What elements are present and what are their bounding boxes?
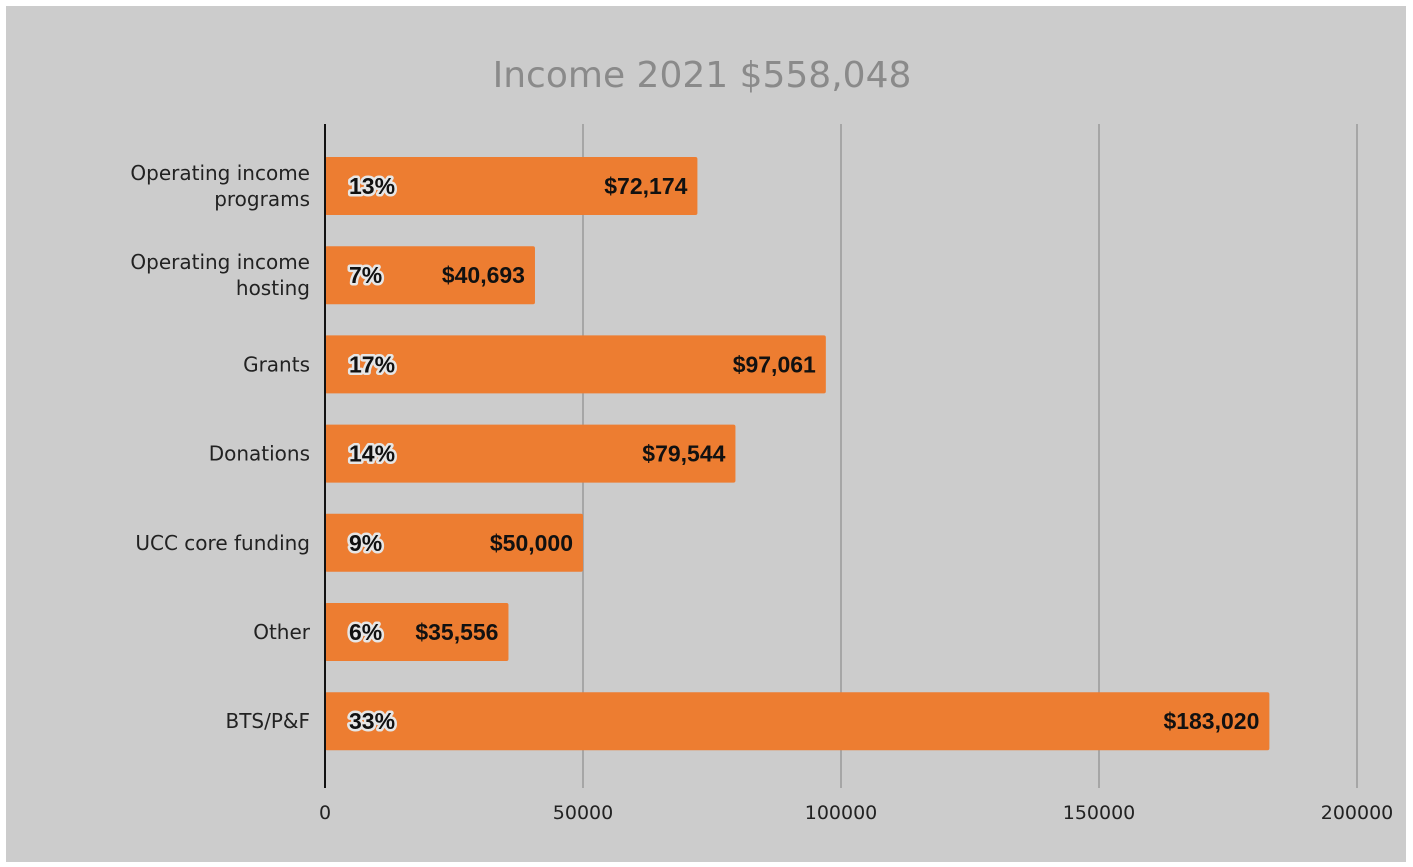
percent-label: 33% [349,708,395,734]
x-tick-label: 50000 [553,802,613,824]
category-label: Donations [209,442,310,466]
category-label: Operating income [130,250,310,274]
x-tick-label: 0 [319,802,331,824]
category-label: Operating income [130,161,310,185]
value-label: $97,061 [733,351,816,377]
percent-label: 6% [349,619,382,645]
percent-label: 9% [349,530,382,556]
bar [325,603,509,661]
bar [325,424,736,483]
value-label: $72,174 [604,173,687,199]
percent-label: 7% [349,262,382,288]
bar [325,157,698,215]
chart-title: Income 2021 $558,048 [493,55,912,96]
category-label: Other [253,620,311,644]
category-label: Grants [243,352,310,376]
category-label: UCC core funding [135,531,310,555]
category-label: programs [214,187,310,211]
bars [325,157,1270,751]
percent-label: 13% [349,173,395,199]
grid-lines [582,124,1358,788]
value-label: $50,000 [490,530,573,556]
value-label: $79,544 [642,441,725,467]
category-label: BTS/P&F [225,709,310,733]
value-label: $183,020 [1163,708,1259,734]
value-label: $40,693 [442,262,525,288]
x-tick-label: 150000 [1063,802,1136,824]
bar [325,246,535,305]
percent-label: 14% [349,441,395,467]
tick-labels: 0 50000 100000 150000 200000 [319,802,1393,824]
chart-container: Income 2021 $558,048 13% $72,174 7% $40,693… [6,6,1406,867]
bar [325,335,826,394]
x-tick-label: 100000 [805,802,878,824]
percent-label: 17% [349,351,395,377]
bar [325,513,583,572]
bar-chart: Income 2021 $558,048 13% $72,174 7% $40,693… [6,6,1406,862]
x-tick-label: 200000 [1321,802,1394,824]
value-label: $35,556 [415,619,498,645]
bar [325,692,1270,751]
data-labels: 13% $72,174 7% $40,693 17% $97,061 14% $79,544 9… [347,171,1260,737]
category-label: hosting [236,276,310,300]
